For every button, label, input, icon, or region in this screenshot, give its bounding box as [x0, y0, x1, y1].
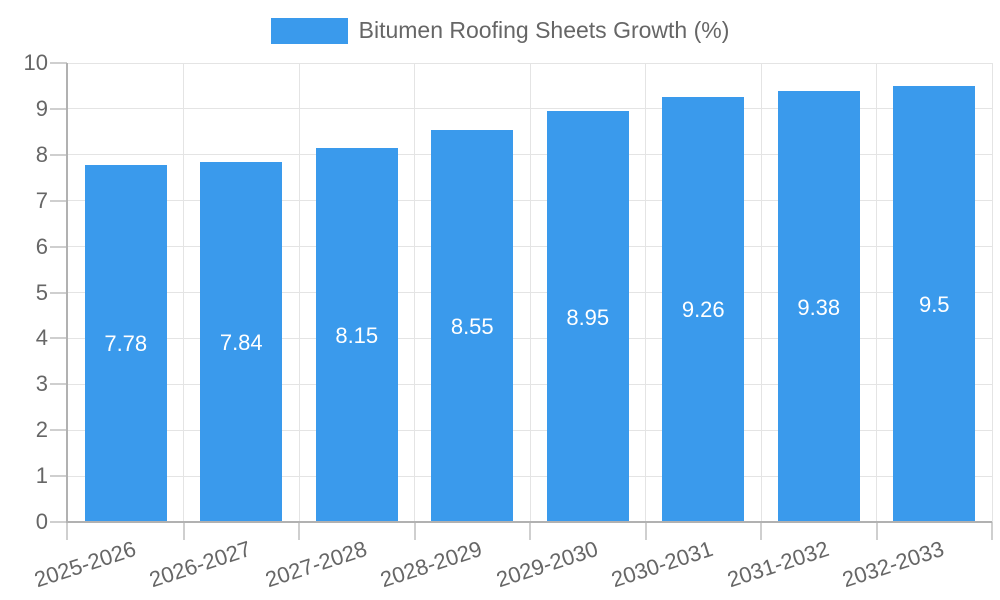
x-tick-label: 2032-2033	[839, 536, 947, 593]
gridline-vertical	[298, 63, 300, 522]
bar-value-label: 8.15	[335, 322, 379, 348]
y-axis-tick	[50, 475, 67, 478]
bar-value-label: 8.55	[450, 313, 494, 339]
x-axis-tick	[875, 522, 878, 540]
bar-value-label: 7.78	[104, 331, 148, 357]
y-tick-label: 1	[35, 463, 48, 489]
bar-value-label: 9.38	[797, 294, 841, 320]
y-axis-tick	[50, 245, 67, 248]
legend-swatch-icon	[270, 17, 348, 44]
x-tick-label: 2031-2032	[723, 536, 832, 593]
legend: Bitumen Roofing Sheets Growth (%)	[0, 17, 1000, 44]
x-tick-label: 2030-2031	[608, 536, 716, 593]
x-axis-tick	[298, 522, 300, 540]
y-tick-label: 5	[35, 279, 48, 305]
x-axis-tick	[644, 522, 647, 540]
y-axis-tick	[50, 107, 67, 110]
bar-value-label: 7.84	[219, 330, 263, 356]
x-tick-label: 2028-2029	[377, 536, 485, 593]
y-tick-label: 2	[35, 417, 48, 443]
gridline-vertical	[414, 63, 415, 522]
x-tick-label: 2026-2027	[146, 536, 254, 593]
y-axis-tick	[50, 429, 67, 432]
y-tick-label: 4	[35, 325, 48, 351]
y-tick-label: 7	[35, 187, 48, 213]
x-tick-label: 2025-2026	[30, 536, 139, 593]
y-axis-tick	[50, 337, 67, 340]
y-tick-label: 8	[35, 141, 48, 167]
y-axis-tick	[50, 291, 67, 294]
x-tick-label: 2029-2030	[492, 536, 601, 593]
legend-label: Bitumen Roofing Sheets Growth (%)	[358, 17, 730, 43]
y-tick-label: 3	[35, 371, 48, 397]
gridline-vertical	[183, 63, 184, 522]
x-tick-label: 2027-2028	[261, 536, 370, 593]
x-axis-tick	[182, 522, 185, 540]
y-axis-tick	[50, 62, 67, 64]
legend-item[interactable]: Bitumen Roofing Sheets Growth (%)	[270, 17, 730, 44]
y-axis-tick	[50, 383, 67, 386]
gridline-vertical	[760, 63, 762, 522]
bar	[315, 147, 398, 521]
gridline-vertical	[876, 63, 877, 522]
y-tick-label: 0	[35, 509, 48, 534]
x-axis-tick	[991, 522, 993, 540]
bar-value-label: 9.26	[681, 297, 725, 323]
bar	[431, 129, 514, 521]
y-axis-line	[66, 63, 68, 523]
y-axis-tick	[50, 199, 67, 202]
bar-value-label: 9.5	[918, 291, 950, 317]
y-tick-label: 10	[23, 50, 48, 75]
x-axis-tick	[760, 522, 762, 540]
gridline-vertical	[645, 63, 646, 522]
x-axis-baseline	[66, 521, 992, 523]
bar	[84, 164, 167, 521]
bar	[893, 85, 976, 521]
bar	[777, 91, 860, 521]
bar-value-label: 8.95	[566, 304, 610, 330]
gridline-vertical	[529, 63, 531, 522]
x-axis-tick	[413, 522, 416, 540]
x-axis-tick	[529, 522, 531, 540]
y-tick-label: 6	[35, 233, 48, 259]
x-axis-tick	[66, 522, 68, 540]
y-axis-tick	[50, 153, 67, 156]
bar	[662, 96, 745, 521]
y-axis-tick	[50, 521, 67, 523]
gridline-vertical	[991, 63, 993, 522]
y-tick-label: 9	[35, 95, 48, 121]
bar	[200, 162, 283, 521]
bar	[546, 111, 629, 521]
